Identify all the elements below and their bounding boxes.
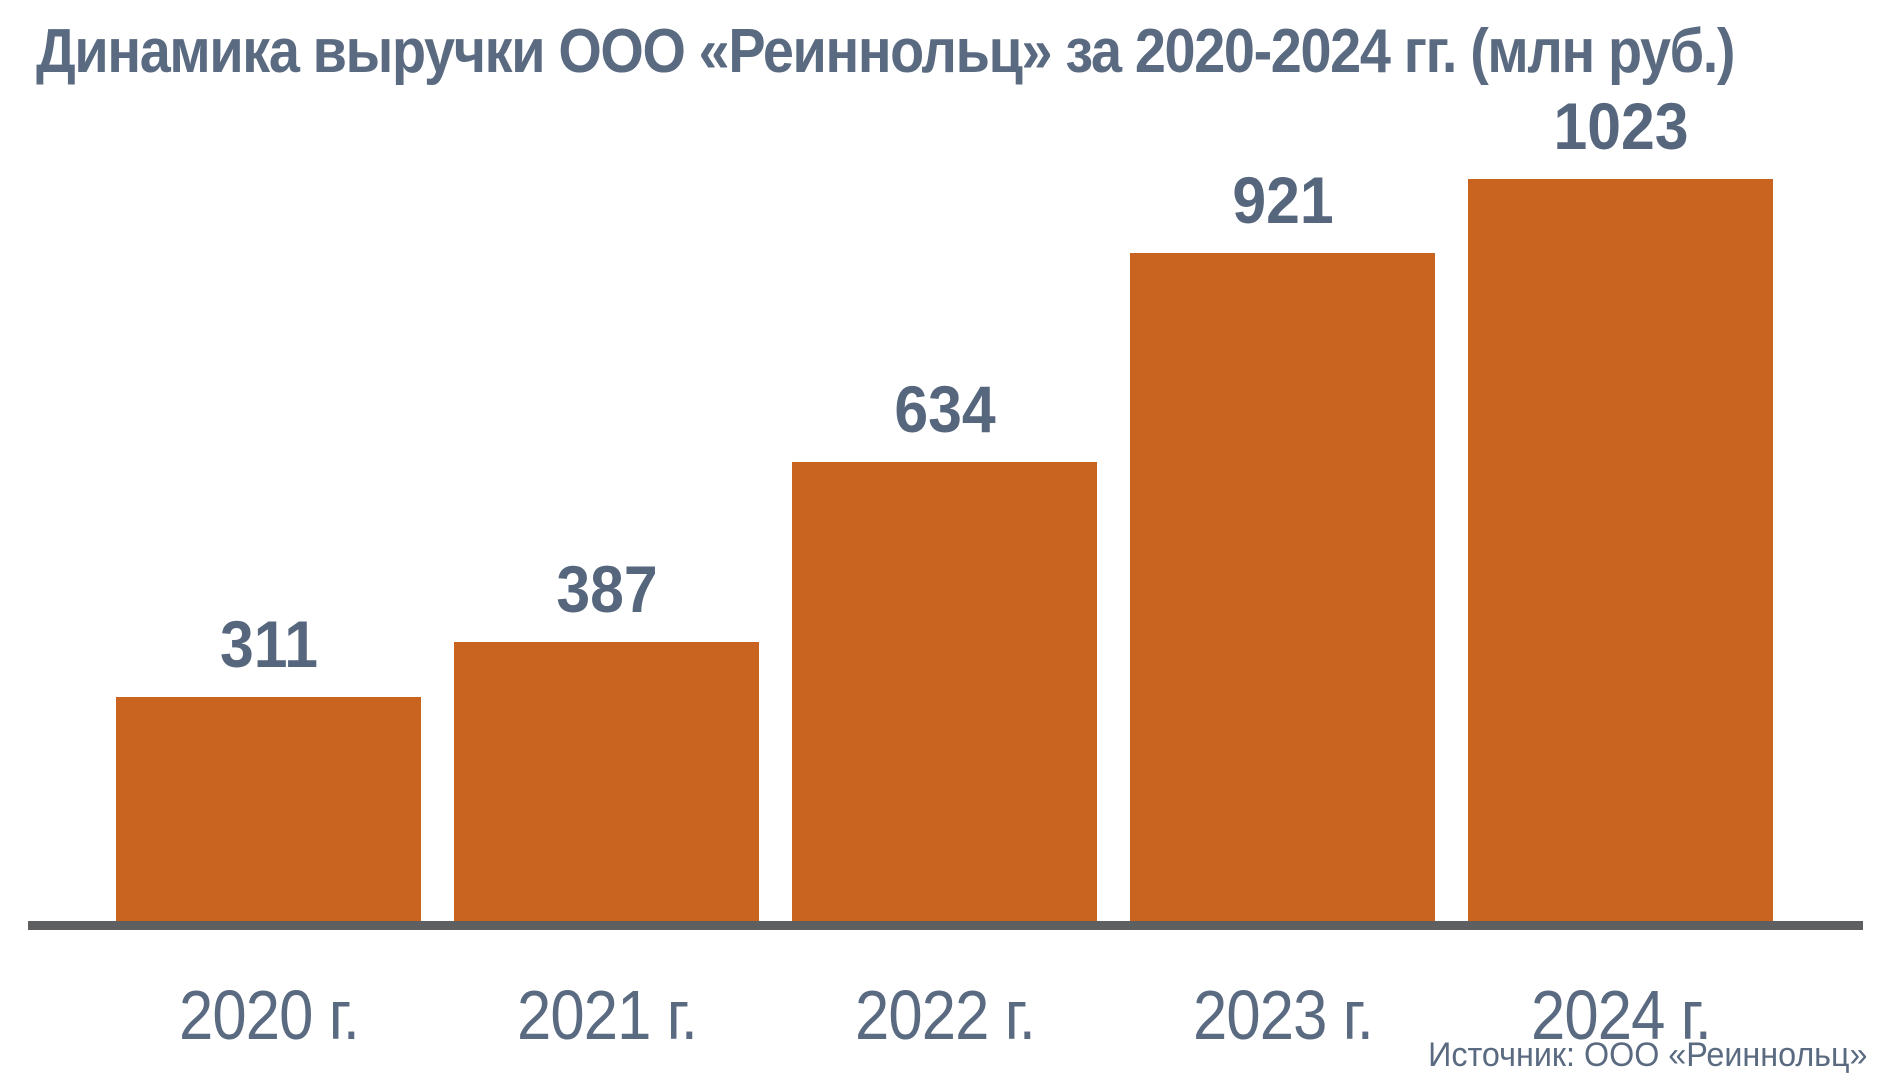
bar-2023 г. [1130, 253, 1435, 923]
x-axis-line [28, 921, 1863, 930]
bar-2022 г. [792, 462, 1097, 923]
bar-value-label: 387 [555, 552, 658, 626]
x-axis-label: 2023 г. [1192, 976, 1373, 1054]
bar-value-label: 634 [893, 372, 996, 446]
bar-value-label: 1023 [1552, 89, 1689, 163]
bar-2021 г. [454, 642, 759, 923]
bar-2024 г. [1468, 179, 1773, 923]
bar-value-label: 921 [1231, 163, 1334, 237]
x-axis-label: 2020 г. [178, 976, 359, 1054]
x-axis-label: 2022 г. [854, 976, 1035, 1054]
bar-2020 г. [116, 697, 421, 923]
bar-value-label: 311 [219, 607, 318, 681]
x-axis-label: 2021 г. [516, 976, 697, 1054]
chart-title: Динамика выручки ООО «Реиннольц» за 2020… [36, 17, 1735, 86]
x-axis-label: 2024 г. [1530, 976, 1711, 1054]
source-caption: Источник: ООО «Реиннольц» [1427, 1036, 1867, 1074]
